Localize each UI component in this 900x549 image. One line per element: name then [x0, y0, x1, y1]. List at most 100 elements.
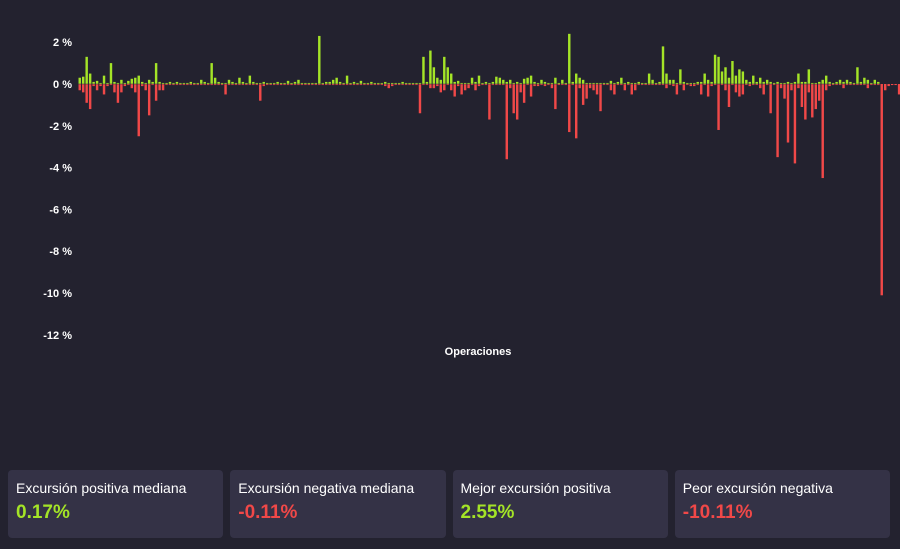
bar-positive[interactable] — [453, 81, 456, 84]
bar-positive[interactable] — [710, 81, 713, 84]
bar-negative[interactable] — [81, 84, 85, 93]
bar-positive[interactable] — [561, 79, 564, 84]
bar-negative[interactable] — [738, 84, 741, 97]
bar-positive[interactable] — [738, 69, 741, 84]
bar-negative[interactable] — [495, 84, 498, 86]
bar-negative[interactable] — [359, 84, 363, 86]
bar-negative[interactable] — [342, 84, 345, 86]
bar-positive[interactable] — [325, 81, 328, 84]
bar-positive[interactable] — [703, 73, 706, 84]
bar-negative[interactable] — [509, 84, 512, 89]
bar-negative[interactable] — [699, 84, 703, 95]
bar-positive[interactable] — [467, 82, 470, 84]
bar-negative[interactable] — [238, 84, 241, 86]
bar-negative[interactable] — [748, 84, 752, 87]
bar-negative[interactable] — [814, 84, 817, 110]
bar-positive[interactable] — [512, 82, 515, 84]
bar-positive[interactable] — [634, 82, 637, 84]
bar-negative[interactable] — [113, 84, 116, 93]
bar-positive[interactable] — [557, 82, 561, 84]
bar-negative[interactable] — [828, 84, 831, 87]
bar-negative[interactable] — [703, 84, 706, 86]
bar-positive[interactable] — [838, 79, 842, 84]
bar-negative[interactable] — [842, 84, 845, 89]
bar-positive[interactable] — [450, 73, 453, 84]
bar-negative[interactable] — [200, 84, 203, 86]
bar-positive[interactable] — [290, 82, 293, 84]
bar-positive[interactable] — [859, 81, 863, 84]
bar-positive[interactable] — [873, 79, 877, 84]
bar-positive[interactable] — [356, 82, 359, 84]
bar-negative[interactable] — [352, 84, 356, 86]
bar-positive[interactable] — [363, 82, 366, 84]
bar-negative[interactable] — [734, 84, 738, 93]
bar-positive[interactable] — [623, 82, 627, 84]
bar-negative[interactable] — [731, 84, 734, 86]
bar-negative[interactable] — [85, 84, 88, 103]
bar-negative[interactable] — [592, 84, 595, 91]
bar-negative[interactable] — [217, 84, 220, 86]
bar-positive[interactable] — [144, 82, 147, 84]
bar-negative[interactable] — [609, 84, 613, 91]
bar-positive[interactable] — [686, 82, 689, 84]
bar-negative[interactable] — [224, 84, 227, 95]
bar-negative[interactable] — [623, 84, 627, 91]
bar-positive[interactable] — [842, 81, 845, 84]
bar-negative[interactable] — [526, 84, 529, 86]
bar-positive[interactable] — [693, 82, 696, 84]
bar-positive[interactable] — [724, 67, 727, 84]
bar-negative[interactable] — [102, 84, 106, 95]
bar-negative[interactable] — [363, 84, 366, 86]
bar-negative[interactable] — [658, 84, 661, 86]
bar-negative[interactable] — [78, 84, 81, 91]
bar-positive[interactable] — [689, 82, 692, 84]
bar-negative[interactable] — [127, 84, 130, 86]
bar-negative[interactable] — [859, 84, 863, 86]
bar-positive[interactable] — [568, 33, 571, 84]
bar-positive[interactable] — [658, 81, 661, 84]
bar-negative[interactable] — [241, 84, 245, 86]
bar-negative[interactable] — [644, 84, 647, 86]
bar-negative[interactable] — [772, 84, 776, 86]
bar-positive[interactable] — [866, 79, 870, 84]
bar-negative[interactable] — [259, 84, 262, 101]
bar-negative[interactable] — [706, 84, 710, 97]
bar-negative[interactable] — [849, 84, 852, 86]
bar-negative[interactable] — [297, 84, 300, 86]
bar-positive[interactable] — [661, 46, 665, 84]
bar-negative[interactable] — [647, 84, 651, 86]
bar-negative[interactable] — [759, 84, 762, 89]
bar-negative[interactable] — [266, 84, 269, 86]
bar-negative[interactable] — [762, 84, 765, 95]
bar-negative[interactable] — [686, 84, 689, 86]
bar-negative[interactable] — [325, 84, 328, 86]
bar-negative[interactable] — [404, 84, 408, 86]
bar-positive[interactable] — [824, 75, 828, 84]
bar-negative[interactable] — [290, 84, 293, 86]
bar-negative[interactable] — [727, 84, 731, 107]
bar-negative[interactable] — [439, 84, 443, 93]
bar-negative[interactable] — [568, 84, 571, 133]
bar-negative[interactable] — [193, 84, 196, 86]
bar-negative[interactable] — [318, 84, 321, 86]
bar-negative[interactable] — [807, 84, 811, 93]
bar-positive[interactable] — [602, 82, 606, 84]
bar-positive[interactable] — [852, 82, 856, 84]
bar-negative[interactable] — [293, 84, 297, 86]
bar-positive[interactable] — [668, 79, 672, 84]
bar-positive[interactable] — [682, 81, 686, 84]
bar-positive[interactable] — [699, 81, 703, 84]
bar-positive[interactable] — [786, 81, 790, 84]
bar-negative[interactable] — [564, 84, 568, 86]
bar-negative[interactable] — [168, 84, 172, 86]
bar-negative[interactable] — [116, 84, 120, 103]
bar-positive[interactable] — [460, 82, 463, 84]
bar-negative[interactable] — [870, 84, 873, 86]
bar-positive[interactable] — [439, 79, 443, 84]
bar-negative[interactable] — [262, 84, 265, 87]
bar-negative[interactable] — [349, 84, 352, 86]
bar-positive[interactable] — [352, 81, 356, 84]
bar-positive[interactable] — [762, 81, 765, 84]
bar-negative[interactable] — [845, 84, 849, 86]
bar-positive[interactable] — [640, 82, 644, 84]
